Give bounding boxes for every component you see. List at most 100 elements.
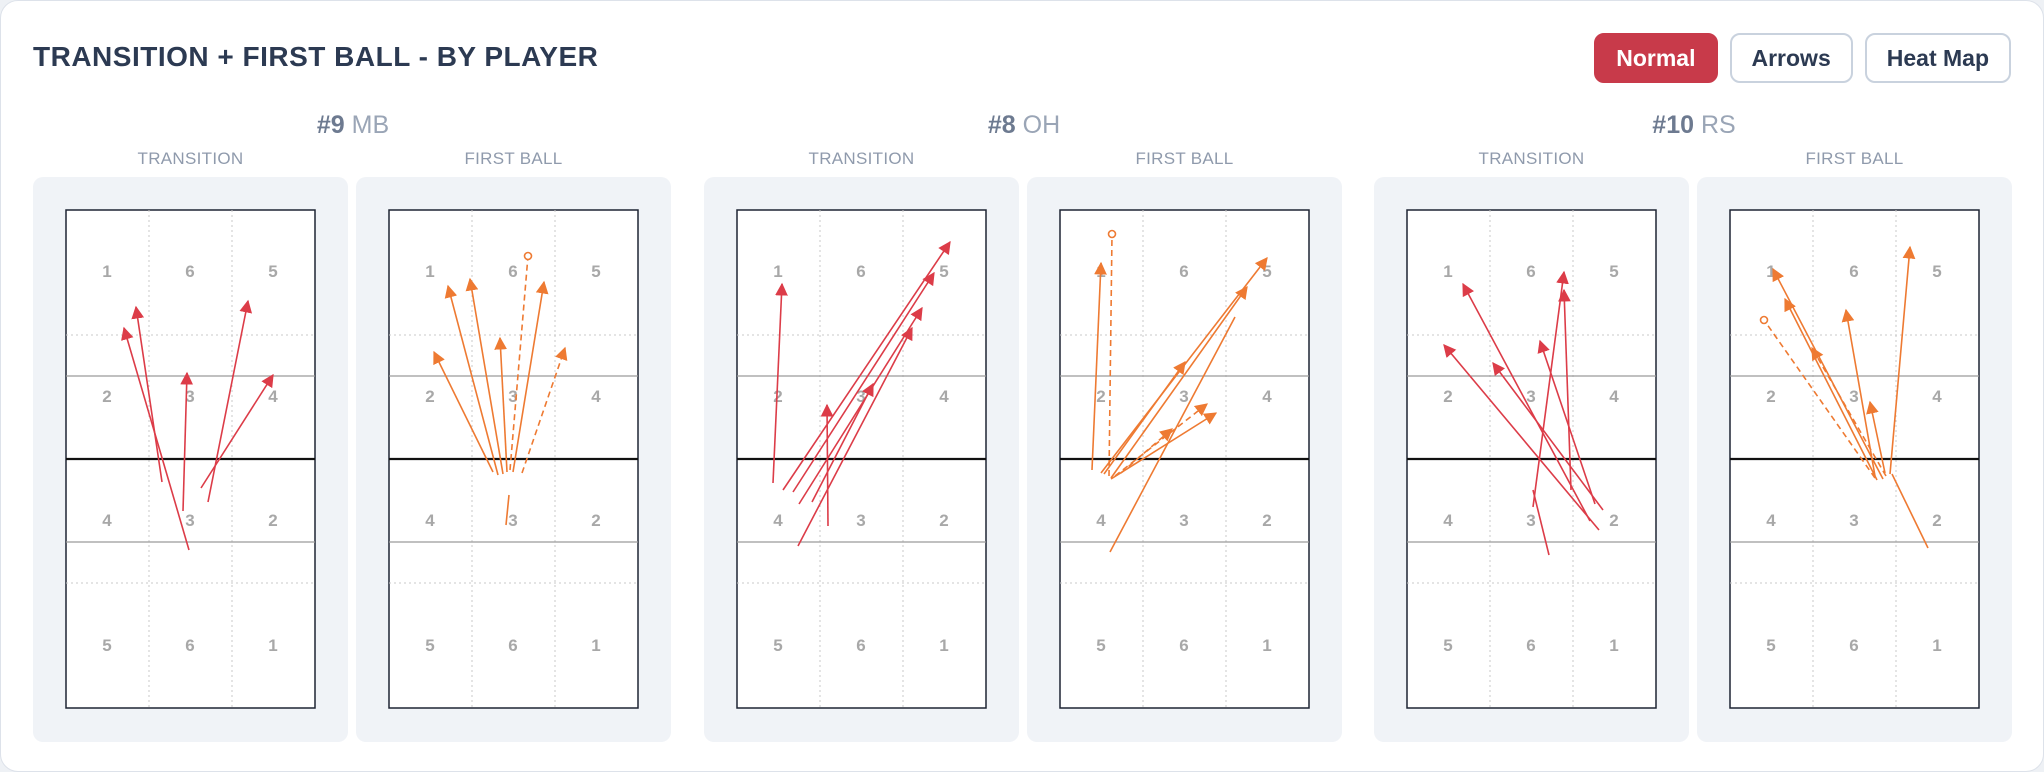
player-section-10: #10 RS TRANSITION 1 6 5 2 3 4 4 3 2 5 6 1 FIRST BAL… — [1374, 109, 2014, 742]
zone-number: 3 — [1849, 387, 1858, 406]
attack-arrow — [1110, 285, 1248, 479]
attack-arrow — [1763, 319, 1876, 479]
zone-number: 5 — [102, 636, 111, 655]
panel-title: TRANSITION — [1478, 149, 1585, 168]
transition-column: TRANSITION 1 6 5 2 3 4 4 3 2 5 6 1 — [1374, 149, 1689, 742]
zone-number: 3 — [1179, 511, 1188, 530]
zone-number: 3 — [508, 511, 517, 530]
zone-number: 2 — [102, 387, 111, 406]
transition-court-panel: 1 6 5 2 3 4 4 3 2 5 6 1 — [33, 177, 348, 742]
zone-number: 5 — [425, 636, 434, 655]
zone-number: 4 — [1609, 387, 1619, 406]
zone-number: 2 — [1096, 387, 1105, 406]
player-position: OH — [1022, 111, 1061, 139]
zone-number: 4 — [425, 511, 435, 530]
attack-arrow — [1891, 473, 1929, 549]
attack-arrow — [1532, 270, 1569, 508]
zone-number: 6 — [185, 262, 194, 281]
zone-number: 4 — [1766, 511, 1776, 530]
attack-arrow — [433, 350, 494, 473]
attack-arrow — [1108, 233, 1113, 477]
zone-number: 6 — [508, 262, 517, 281]
zone-number: 5 — [1932, 262, 1941, 281]
blocked-marker — [1107, 229, 1117, 239]
zone-number: 6 — [185, 636, 194, 655]
view-toggle-group: Normal Arrows Heat Map — [1594, 33, 2011, 83]
player-section-8: #8 OH TRANSITION 1 6 5 2 3 4 4 3 2 5 6 1 FIRST BALL… — [704, 109, 1344, 742]
zone-number: 2 — [1443, 387, 1452, 406]
zone-number: 5 — [591, 262, 600, 281]
attack-arrow — [1492, 361, 1604, 511]
zone-number: 5 — [939, 262, 948, 281]
blocked-marker — [1759, 315, 1769, 325]
court-diagram: 1 6 52 3 44 3 25 6 1 — [736, 209, 987, 709]
heat-map-view-button[interactable]: Heat Map — [1864, 33, 2011, 83]
zone-number: 5 — [1766, 636, 1775, 655]
court-diagram: 1 6 52 3 44 3 25 6 1 — [1729, 209, 1980, 709]
panel-title: TRANSITION — [137, 149, 244, 168]
player-name: #9 MB — [33, 111, 673, 140]
panel-title: FIRST BALL — [1805, 149, 1904, 168]
zone-number: 2 — [1609, 511, 1618, 530]
court-diagram: 1 6 52 3 44 3 25 6 1 — [65, 209, 316, 709]
zone-number: 4 — [1262, 387, 1272, 406]
attack-arrow — [1120, 428, 1173, 474]
zone-number: 2 — [939, 511, 948, 530]
zone-number: 5 — [1443, 636, 1452, 655]
zone-number: 4 — [591, 387, 601, 406]
player-name: #10 RS — [1374, 111, 2014, 140]
zone-number: 3 — [856, 387, 865, 406]
zone-number: 2 — [268, 511, 277, 530]
attack-arrow — [1866, 400, 1886, 474]
zone-number: 3 — [1849, 511, 1858, 530]
zone-number: 3 — [185, 387, 194, 406]
panel-title: TRANSITION — [808, 149, 915, 168]
zone-number: 5 — [773, 636, 782, 655]
zone-number: 2 — [773, 387, 782, 406]
zone-number: 4 — [268, 387, 278, 406]
zone-number: 4 — [1096, 511, 1106, 530]
zone-number: 5 — [1262, 262, 1271, 281]
player-number: #8 — [987, 111, 1016, 139]
transition-court-panel: 1 6 5 2 3 4 4 3 2 5 6 1 — [704, 177, 1019, 742]
page-title: TRANSITION + FIRST BALL - BY PLAYER — [33, 41, 599, 72]
attack-arrow — [782, 240, 951, 491]
zone-number: 1 — [939, 636, 948, 655]
attack-arrow — [1537, 339, 1596, 505]
attack-arrow — [1443, 344, 1600, 531]
court: 1 6 5 2 3 4 4 3 2 5 6 1 — [65, 209, 316, 709]
zone-number: 1 — [268, 636, 277, 655]
court-diagram: 1 6 52 3 44 3 25 6 1 — [1059, 209, 1310, 709]
zone-number: 3 — [508, 387, 517, 406]
attack-arrow — [772, 282, 788, 484]
court: 1 6 5 2 3 4 4 3 2 5 6 1 — [736, 209, 987, 709]
attack-arrow — [509, 255, 529, 471]
zone-number: 6 — [856, 262, 865, 281]
zone-number: 6 — [1526, 262, 1535, 281]
zone-number: 3 — [1179, 387, 1188, 406]
arrows-view-button[interactable]: Arrows — [1729, 33, 1853, 83]
zone-number: 1 — [591, 636, 600, 655]
zone-number: 6 — [1526, 636, 1535, 655]
normal-view-button[interactable]: Normal — [1594, 33, 1718, 83]
court: 1 6 5 2 3 4 4 3 2 5 6 1 — [1729, 209, 1980, 709]
first-ball-column: FIRST BALL 1 6 5 2 3 4 4 3 2 5 6 1 — [1697, 149, 2012, 742]
attack-arrow — [180, 371, 194, 512]
zone-number: 3 — [1526, 511, 1535, 530]
attack-arrow — [1532, 489, 1550, 556]
zone-number: 2 — [1262, 511, 1271, 530]
attack-arrow — [1109, 316, 1236, 553]
zone-number: 6 — [1179, 636, 1188, 655]
zone-number: 6 — [1179, 262, 1188, 281]
panel-title: FIRST BALL — [1135, 149, 1234, 168]
attack-arrow — [1091, 261, 1107, 471]
player-number: #10 — [1652, 111, 1695, 139]
zone-number: 1 — [1609, 636, 1618, 655]
attack-arrow — [505, 494, 510, 526]
attack-arrow — [121, 326, 190, 551]
zone-number: 6 — [856, 636, 865, 655]
player-number: #9 — [316, 111, 345, 139]
